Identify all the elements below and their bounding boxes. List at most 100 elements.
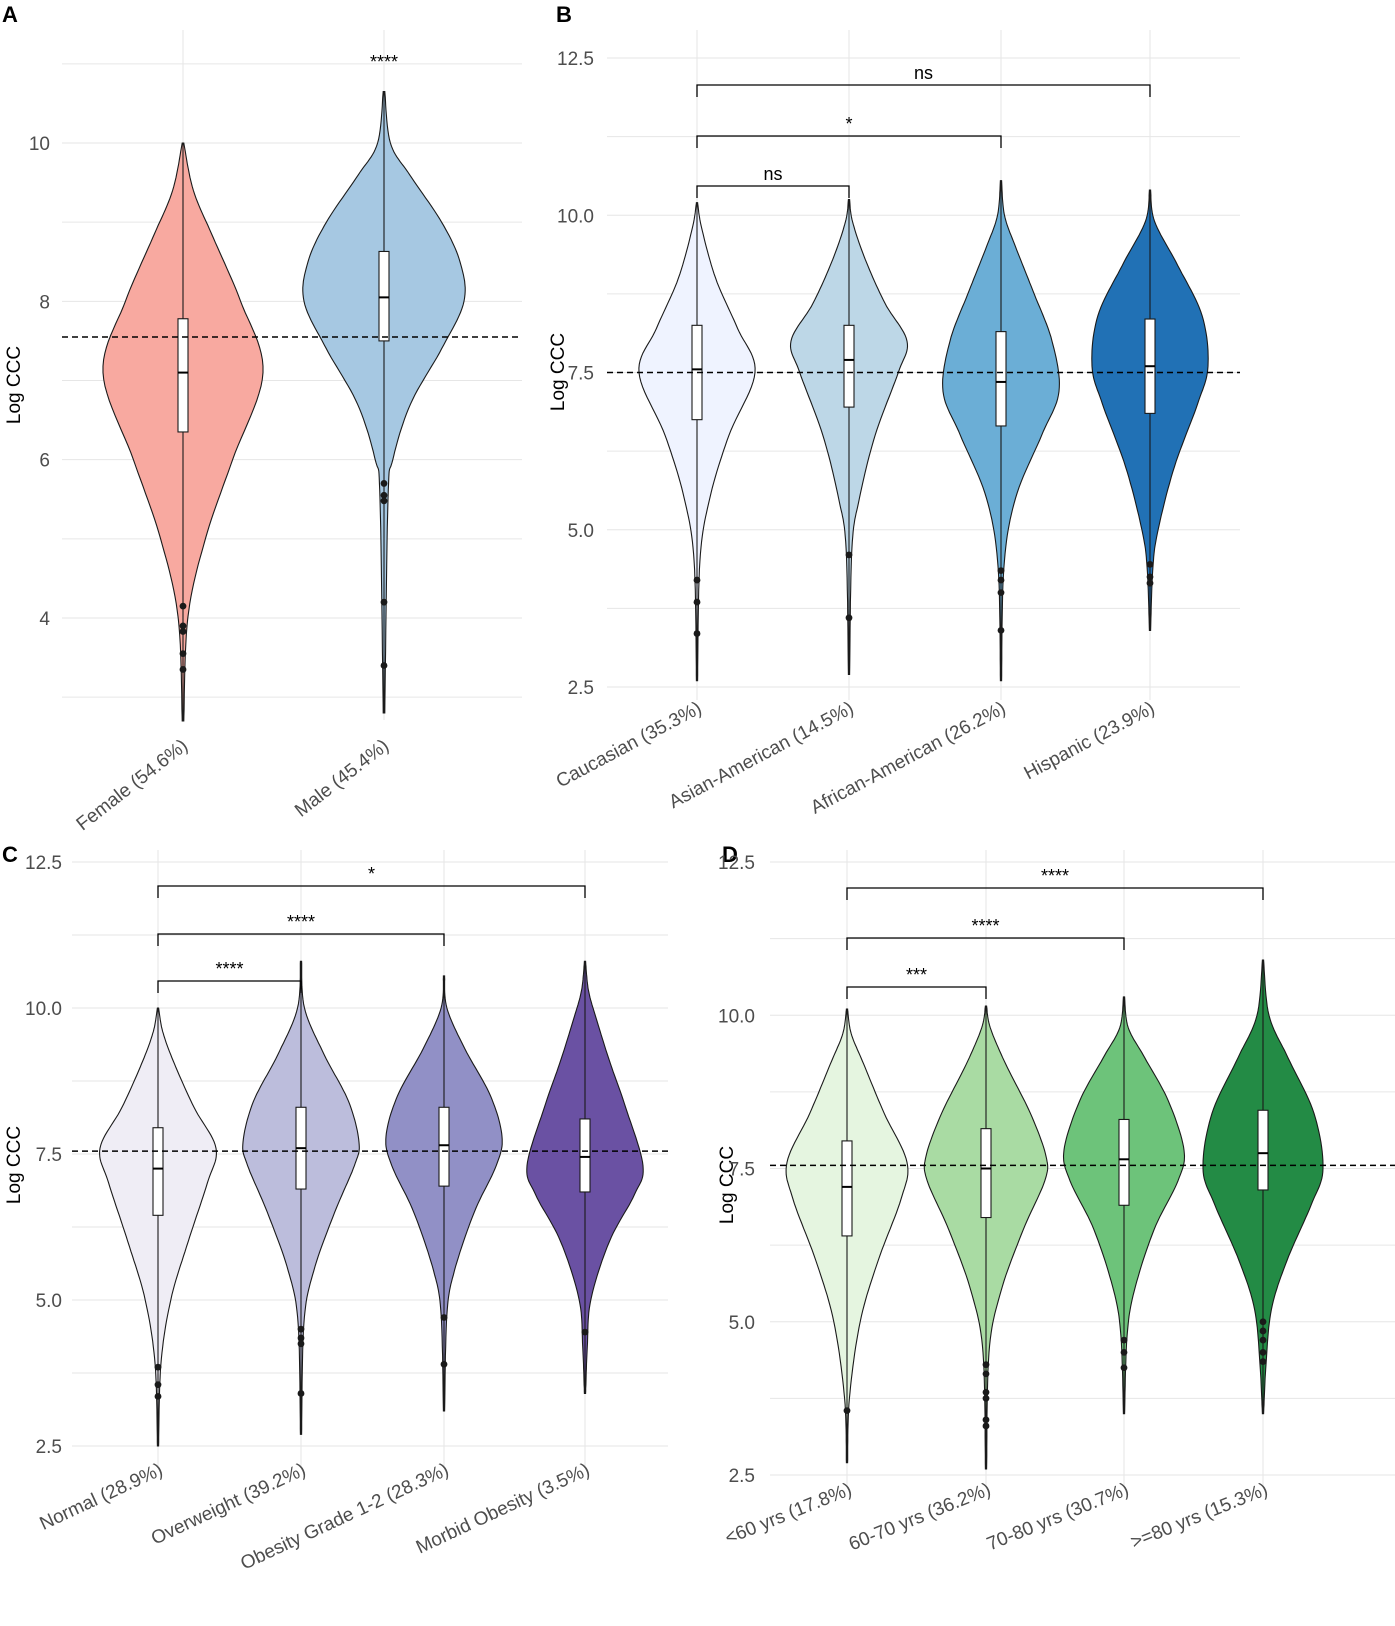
outlier-point [179,650,187,658]
significance-bracket: * [696,114,1002,148]
outlier-point [1259,1327,1267,1335]
violin-group-2 [302,90,466,714]
outlier-point [982,1361,990,1369]
bracket-line [846,986,987,999]
outlier-point [693,630,701,637]
significance-label: * [368,864,375,884]
iqr-box [1118,1118,1130,1206]
y-tick-label: 5.0 [729,1313,755,1334]
outlier-point [1259,1358,1267,1365]
violin-group-4 [1202,959,1324,1415]
violin-group-2 [242,960,360,1435]
outlier-point [997,567,1005,575]
panel-label-c: C [2,842,18,867]
y-tick-label: 12.5 [718,853,755,874]
category-label: Male (45.4%) [291,735,393,821]
y-tick-label: 4 [39,609,50,630]
significance-bracket: * [157,864,586,898]
y-tick-label: 2.5 [36,1437,62,1458]
outlier-point [997,589,1005,597]
outlier-point [1146,560,1154,568]
y-tick-label: 7.5 [568,364,594,385]
outlier-point [179,628,187,635]
category-label: >=80 yrs (15.3%) [1128,1479,1271,1553]
violin-group-1 [638,202,756,682]
outlier-point [154,1363,162,1371]
violin-group-2 [789,198,909,675]
outlier-point [982,1394,990,1402]
y-axis-title-d: Log CCC [717,1146,738,1224]
y-axis-title-b: Log CCC [548,333,569,411]
outlier-point [1120,1349,1128,1356]
outlier-point [1120,1364,1128,1372]
violin-group-4 [1091,189,1209,631]
significance-bracket: **** [846,916,1125,950]
panel-label-b: B [556,2,572,27]
iqr-box [1257,1109,1269,1191]
panel-b: B Log CCC 2.5 5.0 7.5 10.0 12.5 Caucasian (35… [548,2,1240,819]
outlier-point [179,666,187,673]
panel-label-d: D [722,842,738,867]
bracket-line [696,185,850,198]
violin-group-1 [99,1007,217,1447]
outlier-point [581,1328,589,1336]
significance-label: **** [1041,866,1069,886]
outlier-point [380,598,388,606]
significance-bracket: **** [157,912,445,946]
y-axis-title-c: Log CCC [4,1126,25,1204]
outlier-point [297,1340,305,1348]
panel-d: D Log CCC 2.5 5.0 7.5 10.0 12.5 <60 yrs (17.8… [717,842,1395,1555]
iqr-box [841,1140,853,1237]
y-tick-label: 7.5 [36,1145,62,1166]
significance-bracket: ns [696,164,850,198]
violin-group-3 [385,975,503,1412]
iqr-box [980,1128,992,1219]
iqr-box [579,1118,591,1193]
y-tick-label: 6 [39,451,50,472]
violin-group-2 [923,1005,1049,1470]
bracket-line [157,980,302,993]
category-label: <60 yrs (17.8%) [722,1479,855,1549]
y-tick-label: 10 [29,134,50,155]
category-label: 70-80 yrs (30.7%) [984,1479,1132,1555]
outlier-point [997,576,1005,584]
iqr-box [843,324,855,408]
y-tick-label: 10.0 [557,206,594,227]
y-tick-label: 12.5 [25,853,62,874]
significance-label: ns [914,63,933,83]
violin-group-1 [785,1008,909,1464]
outlier-point [982,1416,990,1424]
y-tick-label: 5.0 [568,521,594,542]
outlier-point [1259,1349,1267,1356]
outlier-point [154,1381,162,1389]
category-label: Female (54.6%) [73,735,192,835]
iqr-box [995,331,1007,427]
outlier-point [843,1407,851,1415]
significance-bracket: **** [846,866,1264,900]
y-tick-label: 10.0 [718,1006,755,1027]
outlier-point [297,1334,305,1342]
outlier-point [997,626,1005,634]
y-tick-label: 2.5 [729,1466,755,1487]
outlier-point [297,1325,305,1333]
iqr-box [177,318,189,433]
outlier-point [380,491,388,499]
violin-group-4 [526,960,644,1394]
y-tick-label: 2.5 [568,678,594,699]
iqr-box [438,1106,450,1187]
category-label: Hispanic (23.9%) [1021,698,1159,784]
y-tick-label: 10.0 [25,999,62,1020]
outlier-point [179,622,187,630]
bracket-line [157,885,586,898]
outlier-point [982,1388,990,1396]
bracket-line [696,135,1002,148]
outlier-point [1259,1336,1267,1344]
outlier-point [1146,579,1154,587]
significance-label: * [845,114,852,134]
panel-c: C Log CCC 2.5 5.0 7.5 10.0 12.5 Normal (28.9%… [2,842,668,1574]
significance-label: **** [370,52,398,72]
category-label: 60-70 yrs (36.2%) [846,1479,994,1555]
category-label: Normal (28.9%) [37,1459,166,1534]
violin-group-3 [1062,996,1186,1415]
